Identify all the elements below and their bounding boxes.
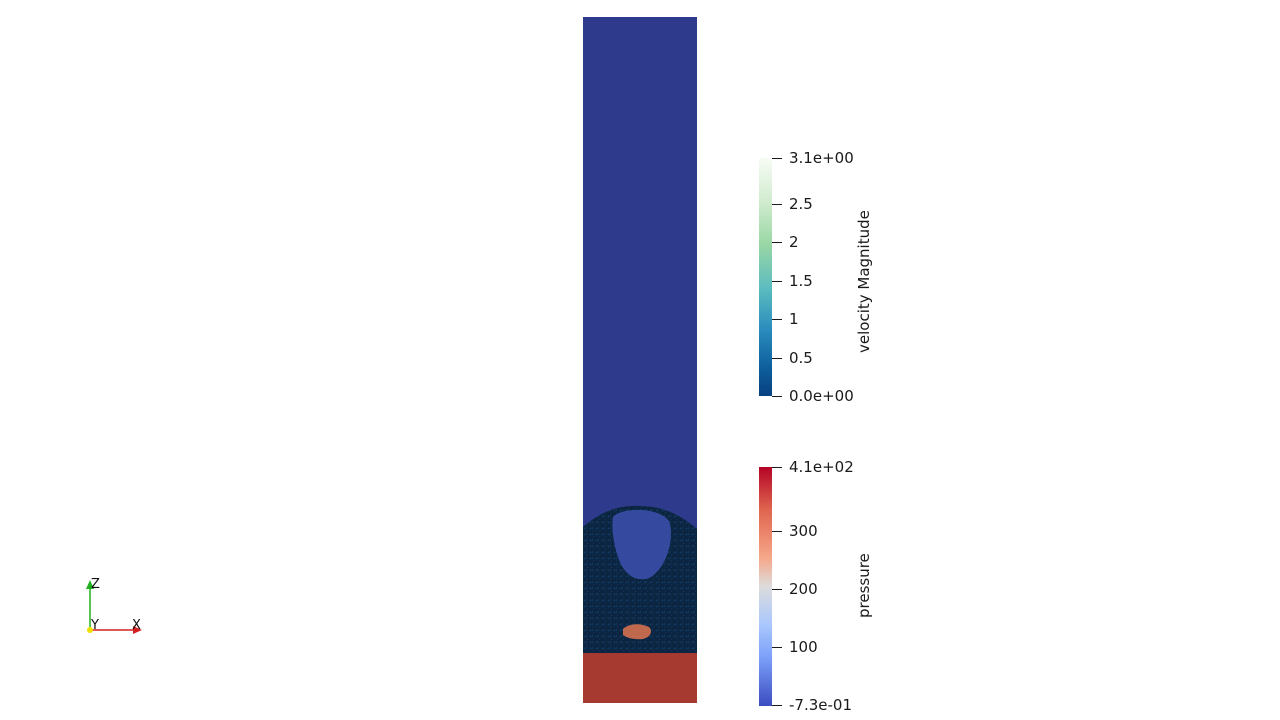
orientation-axes: Z X Y [80,575,160,640]
x-axis-arrow [133,626,142,634]
velocity-tick-label: 1 [789,310,799,329]
pressure-tick-label: 300 [789,521,818,540]
pressure-tick [772,646,782,648]
domain-render [583,17,697,703]
velocity-tick-label: 2.5 [789,195,813,214]
pressure-tick-label: 100 [789,637,818,656]
y-axis-dot [87,627,93,633]
z-axis-label: Z [91,577,100,592]
gas-bubble [612,509,671,580]
pressure-base-region [583,653,697,703]
velocity-tick-label: 0.0e+00 [789,387,854,405]
pressure-tick-label: 200 [789,579,818,598]
pressure-colorbar-title: pressure [855,553,873,618]
pressure-tick [772,467,782,468]
velocity-tick-label: 3.1e+00 [789,149,854,167]
velocity-tick [772,319,782,321]
velocity-tick [772,357,782,359]
x-axis-label: X [132,618,141,633]
velocity-colorbar: 3.1e+00 2.5 2 1.5 1 0.5 0.0e+00 velocity Magni… [759,150,889,404]
pressure-tick [772,705,782,706]
z-axis-arrow [86,580,94,589]
simulation-domain[interactable] [583,17,697,703]
pressure-colorbar: 4.1e+02 300 200 100 -7.3e-01 pressure [759,459,889,714]
velocity-tick [772,242,782,244]
pressure-color-strip [759,467,772,706]
pressure-tick-label: -7.3e-01 [789,696,852,714]
velocity-tick [772,204,782,206]
pressure-tick-label: 4.1e+02 [789,458,854,476]
velocity-tick [772,158,782,159]
velocity-colorbar-title: velocity Magnitude [855,210,873,353]
velocity-tick-label: 1.5 [789,271,813,290]
velocity-tick-label: 0.5 [789,348,813,367]
pressure-tick [772,588,782,590]
velocity-tick [772,280,782,282]
pressure-hotspot [623,624,651,640]
velocity-tick [772,396,782,397]
y-axis-label: Y [91,618,99,633]
axes-triad [86,580,142,634]
velocity-color-strip [759,158,772,396]
pressure-tick [772,530,782,532]
velocity-tick-label: 2 [789,233,799,252]
